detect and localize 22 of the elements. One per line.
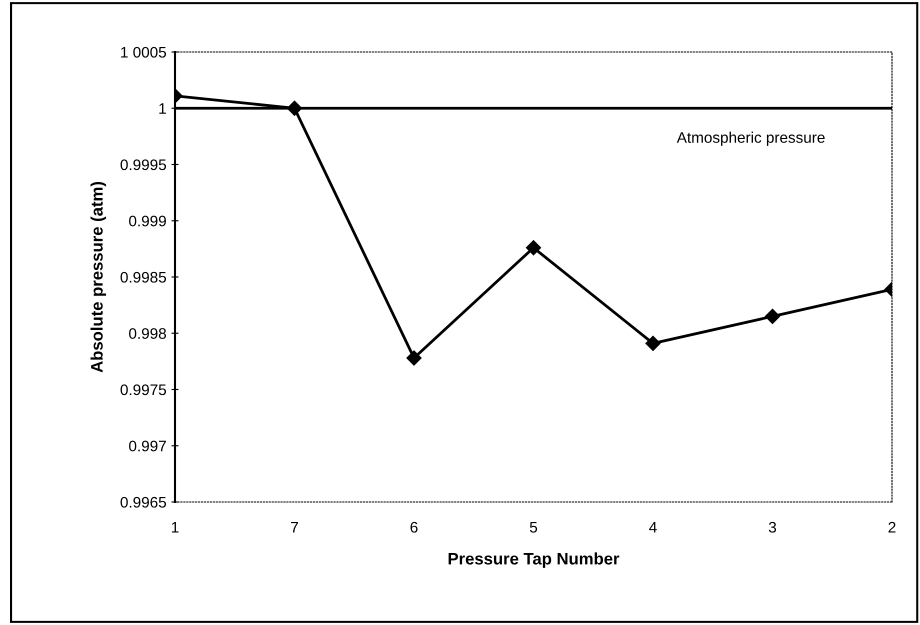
ref-line-label: Atmospheric pressure [676,132,825,146]
x-tick-label: 5 [530,522,538,533]
y-tick-label: 0.997 [129,440,166,452]
x-tick-label: 2 [888,522,896,533]
y-tick-label: 0.9985 [120,272,166,283]
point [526,240,542,256]
x-axis-title: Pressure Tap Number [448,552,620,568]
y-tick-label: 0.9965 [120,496,166,508]
x-tick-label: 6 [410,522,418,533]
y-axis-title: Absolute pressure (atm) [90,182,106,372]
y-tick-label: 0.998 [129,328,166,339]
x-tick-label: 1 [172,522,179,533]
x-tick-label: 7 [291,522,298,533]
point [406,350,422,366]
point [645,336,661,351]
y-tick-label: 0.9975 [120,384,166,396]
y-tick-label: 1 [159,103,166,114]
x-tick-label: 4 [649,522,657,533]
y-tick-label: 1 0005 [121,46,166,58]
x-tick-label: 3 [768,522,776,533]
y-tick-label: 0.9995 [120,159,166,170]
y-tick-label: 0.999 [129,216,166,226]
